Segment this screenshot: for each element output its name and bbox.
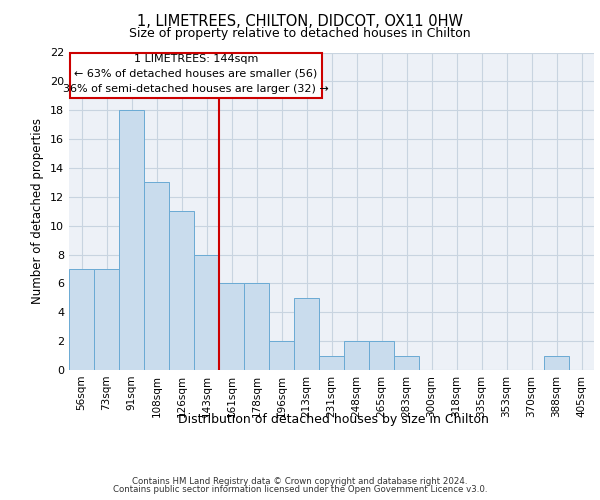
Text: Size of property relative to detached houses in Chilton: Size of property relative to detached ho… (129, 28, 471, 40)
Bar (244, 284, 269, 370)
Bar (369, 341, 394, 370)
Bar (69, 269, 94, 370)
Bar (169, 211, 194, 370)
Bar (544, 356, 569, 370)
Text: ← 63% of detached houses are smaller (56): ← 63% of detached houses are smaller (56… (74, 68, 317, 78)
Text: Distribution of detached houses by size in Chilton: Distribution of detached houses by size … (178, 412, 488, 426)
Bar (219, 284, 244, 370)
Text: 1, LIMETREES, CHILTON, DIDCOT, OX11 0HW: 1, LIMETREES, CHILTON, DIDCOT, OX11 0HW (137, 14, 463, 29)
Bar (319, 356, 344, 370)
Bar (269, 341, 294, 370)
Text: Contains HM Land Registry data © Crown copyright and database right 2024.: Contains HM Land Registry data © Crown c… (132, 477, 468, 486)
Bar (194, 254, 219, 370)
Y-axis label: Number of detached properties: Number of detached properties (31, 118, 44, 304)
Bar (144, 182, 169, 370)
Text: 1 LIMETREES: 144sqm: 1 LIMETREES: 144sqm (134, 54, 258, 64)
Text: 36% of semi-detached houses are larger (32) →: 36% of semi-detached houses are larger (… (63, 84, 329, 94)
Bar (294, 298, 319, 370)
FancyBboxPatch shape (70, 52, 322, 98)
Bar (344, 341, 369, 370)
Bar (119, 110, 144, 370)
Bar (394, 356, 419, 370)
Text: Contains public sector information licensed under the Open Government Licence v3: Contains public sector information licen… (113, 485, 487, 494)
Bar (94, 269, 119, 370)
